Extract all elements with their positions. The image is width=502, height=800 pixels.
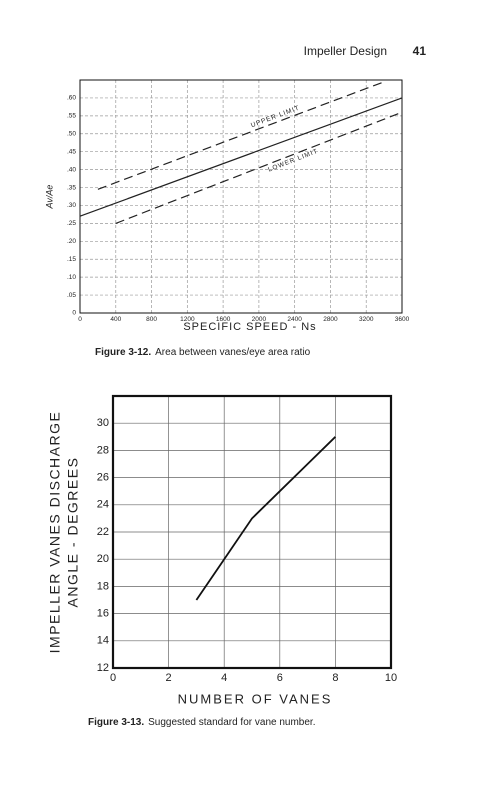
- x-tick-label: 1600: [216, 316, 231, 323]
- y-tick-label: 30: [97, 417, 109, 429]
- x-axis-label: SPECIFIC SPEED - Ns: [183, 321, 316, 333]
- y-tick-label: .15: [67, 256, 76, 263]
- y-tick-label: 0: [72, 310, 76, 317]
- x-tick-label: 2800: [323, 316, 338, 323]
- x-tick-label: 4: [221, 672, 227, 684]
- figure-caption: Figure 3-13. Suggested standard for vane …: [88, 717, 315, 728]
- series-label: UPPER LIMIT: [250, 104, 301, 129]
- figure-number: Figure 3-12.: [95, 347, 151, 358]
- y-tick-label: .30: [67, 202, 76, 209]
- y-tick-label: 18: [97, 580, 109, 592]
- y-tick-label: 22: [97, 526, 109, 538]
- caption-text: Suggested standard for vane number.: [148, 717, 315, 728]
- y-tick-label: .55: [67, 113, 76, 120]
- data-line: [97, 81, 385, 190]
- x-tick-label: 8: [332, 672, 338, 684]
- x-tick-label: 800: [146, 316, 157, 323]
- y-tick-label: 20: [97, 553, 109, 565]
- x-tick-label: 2000: [252, 316, 267, 323]
- y-tick-label: .20: [67, 238, 76, 245]
- y-tick-label: 26: [97, 472, 109, 484]
- y-tick-label: 16: [97, 608, 109, 620]
- y-tick-label: .40: [67, 166, 76, 173]
- y-tick-label: .50: [67, 130, 76, 137]
- y-tick-label: .35: [67, 184, 76, 191]
- y-tick-label: 12: [97, 662, 109, 674]
- x-tick-label: 2400: [287, 316, 302, 323]
- y-axis-label: ANGLE - DEGREES: [65, 457, 81, 608]
- y-tick-label: 28: [97, 444, 109, 456]
- figure-number: Figure 3-13.: [88, 717, 144, 728]
- header-title: Impeller Design: [304, 44, 387, 58]
- x-tick-label: 2: [166, 672, 172, 684]
- y-axis-label: Av/Ae: [44, 185, 54, 210]
- y-tick-label: 14: [97, 635, 109, 647]
- plot-frame: [79, 79, 403, 314]
- x-tick-label: 0: [78, 316, 82, 323]
- x-tick-label: 3600: [395, 316, 410, 323]
- data-line: [115, 111, 403, 224]
- plot-frame: [111, 394, 393, 670]
- y-axis-label: IMPELLER VANES DISCHARGE: [47, 411, 63, 654]
- y-tick-label: .25: [67, 220, 76, 227]
- figure-caption: Figure 3-12. Area between vanes/eye area …: [95, 347, 311, 358]
- y-tick-label: 24: [97, 499, 109, 511]
- data-line: [79, 97, 403, 217]
- x-tick-label: 10: [385, 672, 397, 684]
- y-tick-label: .45: [67, 148, 76, 155]
- x-tick-label: 0: [110, 672, 116, 684]
- data-line: [195, 436, 337, 601]
- caption-text: Area between vanes/eye area ratio: [155, 347, 311, 358]
- x-tick-label: 400: [110, 316, 121, 323]
- x-tick-label: 1200: [180, 316, 195, 323]
- x-axis-label: NUMBER OF VANES: [178, 691, 333, 706]
- x-tick-label: 3200: [359, 316, 374, 323]
- x-tick-label: 6: [277, 672, 283, 684]
- y-tick-label: .60: [67, 95, 76, 102]
- y-tick-label: .05: [67, 292, 76, 299]
- y-tick-label: .10: [67, 274, 76, 281]
- page-number: 41: [413, 44, 427, 58]
